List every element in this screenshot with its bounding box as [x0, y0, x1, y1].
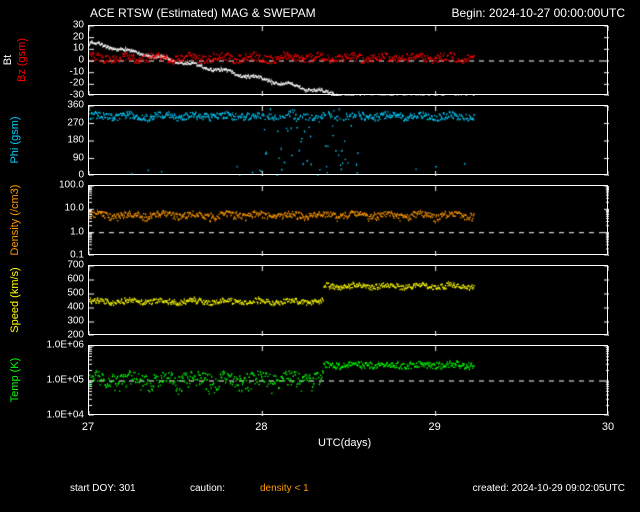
footer-doy: start DOY: 301: [70, 483, 136, 494]
footer-created: created: 2024-10-29 09:02:05UTC: [473, 483, 625, 494]
footer-caution-label: caution:: [190, 483, 225, 494]
ylabel-density: Density (/cm3): [9, 185, 21, 256]
ylabel-speed: Speed (km/s): [9, 267, 21, 332]
footer-caution-text: density < 1: [260, 483, 309, 494]
ylabel-temp: Temp (K): [9, 358, 21, 403]
xtick: 30: [602, 421, 614, 433]
panel-mag: [88, 25, 608, 95]
ytick: 20: [0, 31, 84, 42]
ylabel-phi: Phi (gsm): [9, 116, 21, 163]
panel-speed: [88, 265, 608, 335]
xtick: 28: [255, 421, 267, 433]
panel-phi: [88, 105, 608, 175]
chart-speed: [89, 266, 609, 336]
panel-temp: [88, 345, 608, 415]
ytick: 30: [0, 20, 84, 31]
ylabel-mag: Bt: [2, 55, 14, 65]
ytick: 360: [0, 100, 84, 111]
ytick: 1.0E+06: [0, 340, 84, 351]
title-left: ACE RTSW (Estimated) MAG & SWEPAM: [90, 6, 316, 20]
ytick: -10: [0, 66, 84, 77]
chart-phi: [89, 106, 609, 176]
xtick: 27: [82, 421, 94, 433]
ytick: 10: [0, 43, 84, 54]
title-right: Begin: 2024-10-27 00:00:00UTC: [452, 6, 625, 20]
panel-density: [88, 185, 608, 255]
ytick: -20: [0, 78, 84, 89]
chart-mag: [89, 26, 609, 96]
ylabel-mag-2: Bz (gsm): [16, 38, 28, 82]
xlabel: UTC(days): [318, 437, 371, 449]
chart-density: [89, 186, 609, 256]
xtick: 29: [429, 421, 441, 433]
ytick: 1.0E+04: [0, 410, 84, 421]
chart-temp: [89, 346, 609, 416]
